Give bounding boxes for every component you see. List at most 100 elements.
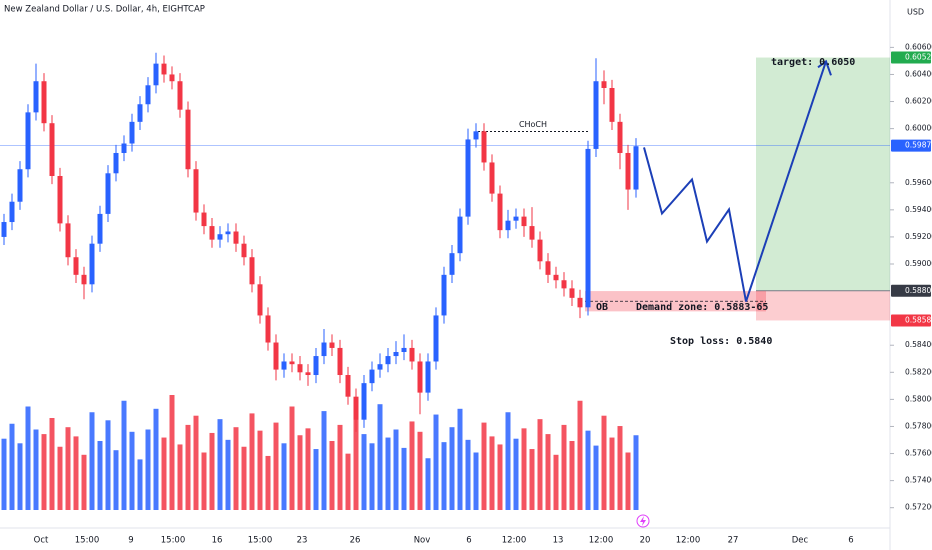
candle-body [561, 280, 567, 289]
volume-bar [633, 435, 639, 510]
volume-bar [289, 406, 295, 510]
volume-bar [593, 445, 599, 510]
volume-bar [393, 429, 399, 510]
candle-body [201, 212, 207, 227]
x-tick-label: 12:00 [676, 536, 701, 546]
candle-body [545, 261, 551, 275]
volume-bar [97, 441, 103, 510]
candle-body [233, 231, 239, 244]
candle-body [617, 121, 623, 153]
volume-bar [137, 459, 143, 510]
candle-body [249, 257, 255, 285]
candle-body [1, 222, 7, 237]
candle-body [145, 85, 151, 105]
candle-body [441, 274, 447, 316]
volume-bar [201, 452, 207, 510]
volume-bar [521, 428, 527, 510]
price-badge [891, 314, 931, 327]
candle-body [449, 253, 455, 275]
volume-bar [313, 449, 319, 510]
volume-bar [121, 400, 127, 510]
price-badge [891, 284, 931, 297]
x-tick-label: 9 [128, 536, 133, 546]
candle-body [425, 361, 431, 393]
candle-body [265, 315, 271, 343]
candle-body [241, 243, 247, 258]
volume-bar [49, 418, 55, 510]
volume-bar [105, 420, 111, 510]
x-tick-label: 20 [640, 536, 651, 546]
candle-body [113, 152, 119, 174]
price-badge [891, 139, 931, 152]
candle-body [337, 347, 343, 376]
candle-body [153, 63, 159, 86]
candle-body [257, 284, 263, 316]
candle-body [569, 288, 575, 298]
candle-body [361, 383, 367, 420]
candle-body [281, 361, 287, 370]
projection-path [643, 61, 827, 302]
volume-bar [209, 432, 215, 510]
candle-body [417, 361, 423, 393]
target-zone [756, 57, 890, 291]
candle-body [633, 146, 639, 190]
volume-bar [145, 429, 151, 510]
volume-bar [1, 438, 7, 510]
candle-body [577, 297, 583, 308]
volume-bar [481, 422, 487, 510]
x-tick-label: 15:00 [75, 536, 100, 546]
candle-body [401, 347, 407, 352]
volume-bar [233, 427, 239, 510]
candle-body [129, 121, 135, 144]
x-tick-label: 15:00 [161, 536, 186, 546]
volume-bar [529, 449, 535, 510]
volume-bar [337, 424, 343, 510]
x-tick-label: 26 [350, 536, 361, 546]
volume-bar [17, 443, 23, 510]
candle-body [529, 226, 535, 240]
candle-body [161, 63, 167, 75]
candle-body [105, 173, 111, 214]
volume-bar [505, 412, 511, 510]
x-tick-label: 27 [728, 536, 739, 546]
volume-bar [353, 416, 359, 510]
volume-bar [609, 437, 615, 510]
volume-bar [489, 436, 495, 510]
volume-bar [401, 447, 407, 510]
candle-body [25, 112, 31, 170]
candle-body [625, 152, 631, 190]
x-tick-label: 15:00 [248, 536, 273, 546]
candle-body [465, 139, 471, 217]
candle-body [369, 369, 375, 384]
x-tick-label: 12:00 [589, 536, 614, 546]
candle-body [121, 143, 127, 153]
volume-bar [449, 427, 455, 510]
candle-body [409, 347, 415, 362]
candle-body [513, 216, 519, 221]
currency-label[interactable]: USD [907, 8, 924, 17]
volume-bar [441, 442, 447, 510]
candle-body [49, 123, 55, 176]
volume-bar [73, 436, 79, 510]
chart-title: New Zealand Dollar / U.S. Dollar, 4h, EI… [4, 5, 205, 15]
volume-bar [65, 427, 71, 510]
candle-body [329, 342, 335, 348]
candle-body [353, 396, 359, 420]
candle-body [313, 356, 319, 376]
candle-body [177, 81, 183, 110]
volume-bar [457, 408, 463, 510]
volume-bar [465, 439, 471, 510]
choch-label: CHoCH [519, 120, 547, 129]
x-tick-label: 6 [848, 536, 853, 546]
x-tick-label: 23 [297, 536, 308, 546]
candle-body [497, 193, 503, 231]
price-badge-label: 0.58802 [905, 286, 932, 295]
volume-bar [409, 421, 415, 510]
volume-bar [345, 453, 351, 510]
volume-bar [81, 454, 87, 510]
